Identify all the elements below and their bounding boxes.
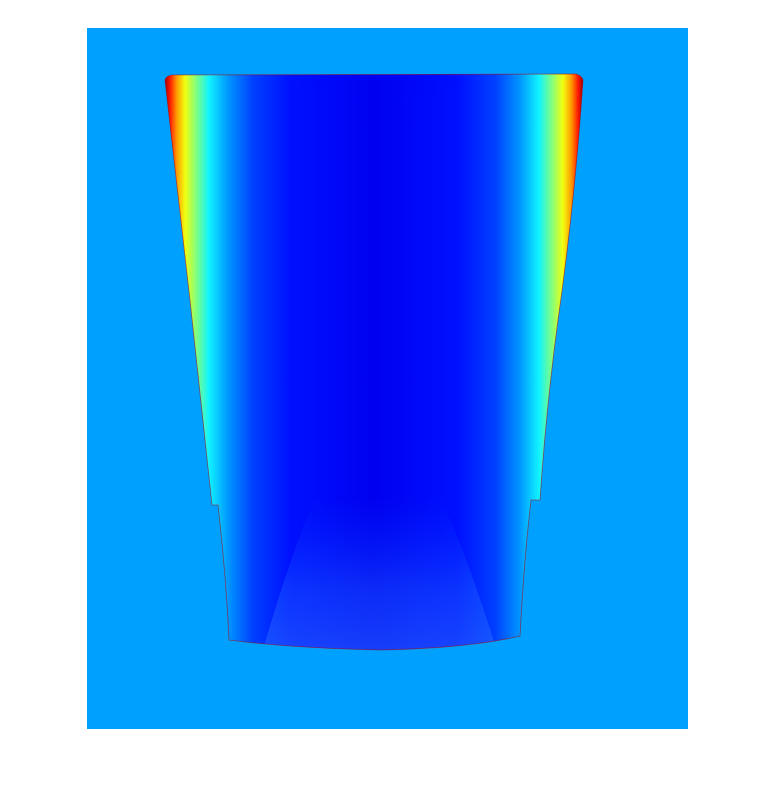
cup-outline xyxy=(164,73,584,651)
cup-contour-shape xyxy=(165,74,583,650)
